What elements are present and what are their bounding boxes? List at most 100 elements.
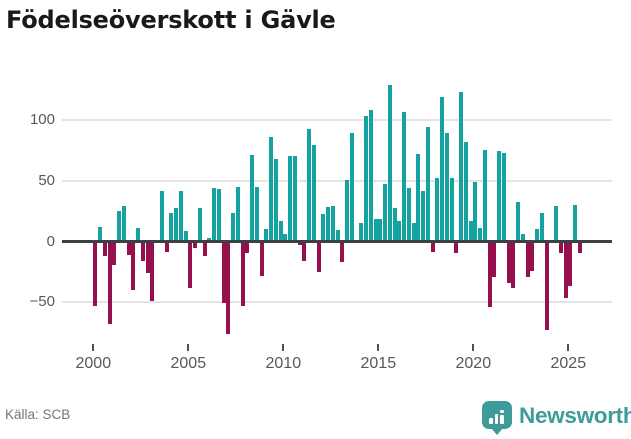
bar-2009-Q3 [273,158,278,240]
logo-bubble-tail [491,428,503,435]
bar-2025-Q1 [568,243,573,286]
chart-title: Födelseöverskott i Gävle [6,6,336,34]
bar-2010-Q3 [292,156,297,240]
bar-2017-Q3 [425,127,430,240]
bar-2020-Q4 [487,243,492,308]
x-axis-tick-label: 2015 [360,355,397,372]
bar-2018-Q1 [435,178,440,240]
bar-2006-Q3 [216,188,221,240]
bar-2001-Q3 [121,205,126,240]
x-axis-tick-2000 [92,344,95,351]
bar-2004-Q2 [174,208,179,240]
bar-2015-Q1 [378,219,383,240]
y-axis-tick-label: 100 [29,111,55,129]
bar-2008-Q3 [254,186,259,240]
bar-2005-Q3 [197,208,202,240]
bar-2002-Q1 [131,243,136,291]
bar-2024-Q4 [563,243,568,298]
bar-chart-exclamation-bubble-icon [482,401,512,429]
bar-2004-Q3 [178,191,183,240]
bar-2009-Q2 [269,136,274,240]
x-axis-tick-label: 2005 [170,355,207,372]
y-axis-tick-label: 50 [38,171,55,189]
bar-2023-Q3 [539,213,544,240]
bar-2022-Q3 [520,233,525,240]
bar-2022-Q4 [525,243,530,277]
bar-2006-Q1 [207,237,212,240]
x-axis-zero-line [62,240,612,243]
x-axis-tick-2020 [472,344,475,351]
y-axis-tick-label: 0 [46,232,55,250]
bar-2000-Q1 [93,243,98,307]
bar-2003-Q4 [164,243,169,252]
bar-2013-Q2 [345,180,350,240]
bar-2013-Q3 [349,133,354,240]
logo-bar-medium [494,414,498,424]
bar-2010-Q4 [297,243,302,246]
bar-2011-Q2 [307,129,312,240]
bar-2020-Q1 [473,181,478,240]
bar-2012-Q2 [326,207,331,240]
bar-2009-Q4 [278,220,283,240]
bar-2014-Q4 [373,219,378,240]
bar-2018-Q2 [440,96,445,240]
bar-2018-Q3 [444,133,449,240]
bar-2017-Q4 [430,243,435,252]
bar-2002-Q2 [136,227,141,240]
bar-2011-Q3 [311,145,316,240]
bar-2016-Q4 [411,222,416,240]
bar-2021-Q1 [492,243,497,277]
bar-2008-Q2 [250,154,255,240]
bar-2013-Q1 [340,243,345,263]
bar-2004-Q1 [169,213,174,240]
y-axis-tick-label: −50 [29,293,55,311]
bar-2012-Q4 [335,230,340,240]
bar-2005-Q1 [188,243,193,288]
x-axis-tick-2015 [377,344,380,351]
bar-2007-Q4 [240,243,245,307]
bar-2024-Q3 [558,243,563,253]
bar-2019-Q4 [468,220,473,240]
bar-2021-Q3 [501,152,506,240]
bar-2010-Q2 [288,156,293,240]
bar-2001-Q1 [112,243,117,265]
bar-2019-Q2 [459,91,464,240]
bar-2022-Q1 [511,243,516,288]
bar-2008-Q4 [259,243,264,276]
bar-2010-Q1 [283,233,288,240]
bar-2019-Q3 [463,141,468,240]
bar-2015-Q3 [387,84,392,240]
bar-2019-Q1 [454,243,459,253]
bar-2009-Q1 [264,229,269,240]
bar-2005-Q4 [202,243,207,257]
x-axis-tick-label: 2010 [265,355,302,372]
newsworthy-logo: Newsworthy [482,401,631,435]
bar-2008-Q1 [245,243,250,253]
bar-2005-Q2 [193,243,198,248]
bar-2025-Q2 [573,204,578,240]
bar-2020-Q3 [482,150,487,240]
logo-bar-short [489,418,493,424]
bar-2017-Q1 [416,153,421,240]
newsworthy-wordmark: Newsworthy [519,403,631,428]
bar-2007-Q3 [235,186,240,240]
bar-2001-Q4 [126,243,131,256]
bar-2014-Q1 [359,222,364,240]
bar-2025-Q3 [577,243,582,253]
bar-2016-Q3 [406,187,411,240]
bar-2014-Q3 [368,110,373,240]
bar-2024-Q2 [554,205,559,240]
bar-2018-Q4 [449,178,454,240]
x-axis-tick-label: 2000 [75,355,112,372]
bar-2012-Q1 [321,214,326,240]
x-axis-tick-2005 [187,344,190,351]
bar-2012-Q3 [330,205,335,240]
bar-2003-Q3 [159,191,164,240]
gridline-100 [62,119,612,122]
bar-2022-Q2 [516,202,521,240]
bar-2000-Q4 [107,243,112,325]
bar-2001-Q2 [117,210,122,240]
bar-2020-Q2 [478,227,483,240]
bar-2014-Q2 [364,116,369,240]
